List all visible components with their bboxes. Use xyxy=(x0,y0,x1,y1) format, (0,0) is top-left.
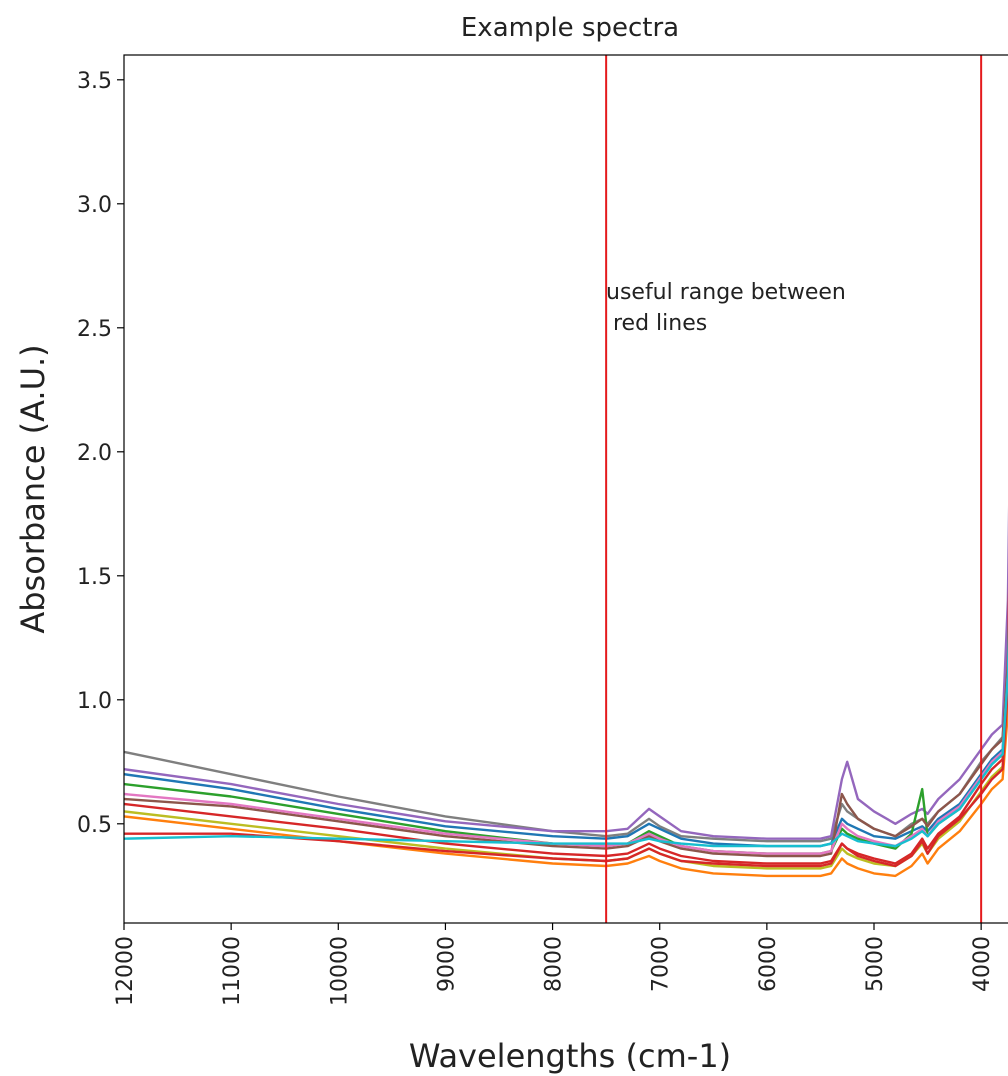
x-tick-label: 5000 xyxy=(863,936,888,992)
x-tick-label: 11000 xyxy=(220,936,245,1006)
series-line-11 xyxy=(124,621,1008,848)
annotation: useful range between red lines xyxy=(606,280,846,336)
x-tick-label: 4000 xyxy=(970,936,995,992)
y-tick-label: 1.5 xyxy=(77,565,112,590)
series-line-7 xyxy=(124,591,1008,865)
reference-lines xyxy=(605,55,983,923)
series-line-8 xyxy=(124,634,1008,870)
y-tick-label: 3.0 xyxy=(77,193,112,218)
x-tick-label: 9000 xyxy=(434,936,459,992)
y-tick-label: 2.0 xyxy=(77,441,112,466)
y-axis-ticks: 0.5 1.0 1.5 2.0 2.5 3.0 3.5 xyxy=(77,69,124,838)
series-line-5 xyxy=(124,593,1008,858)
x-tick-label: 12000 xyxy=(113,936,138,1006)
series-lines xyxy=(124,505,1008,878)
series-line-1 xyxy=(124,578,1008,843)
y-tick-label: 0.5 xyxy=(77,813,112,838)
x-tick-label: 6000 xyxy=(756,936,781,992)
series-line-9 xyxy=(124,649,1008,878)
x-tick-label: 8000 xyxy=(542,936,567,992)
x-axis-label: Wavelengths (cm-1) xyxy=(409,1037,731,1075)
series-line-3 xyxy=(124,609,1008,848)
plot-area-frame xyxy=(123,54,1008,924)
annotation-line-2: red lines xyxy=(606,311,707,336)
x-tick-label: 10000 xyxy=(327,936,352,1006)
series-line-2 xyxy=(124,505,1008,840)
y-tick-label: 2.5 xyxy=(77,317,112,342)
y-tick-label: 1.0 xyxy=(77,689,112,714)
chart-title: Example spectra xyxy=(461,13,679,43)
series-line-10 xyxy=(124,582,1008,868)
x-axis-ticks: 12000 11000 10000 9000 8000 7000 6000 5000 4000 xyxy=(113,923,995,1006)
y-tick-label: 3.5 xyxy=(77,69,112,94)
annotation-line-1: useful range between xyxy=(606,280,846,305)
y-axis-label: Absorbance (A.U.) xyxy=(14,344,52,633)
x-tick-label: 7000 xyxy=(649,936,674,992)
series-line-6 xyxy=(124,615,1008,855)
